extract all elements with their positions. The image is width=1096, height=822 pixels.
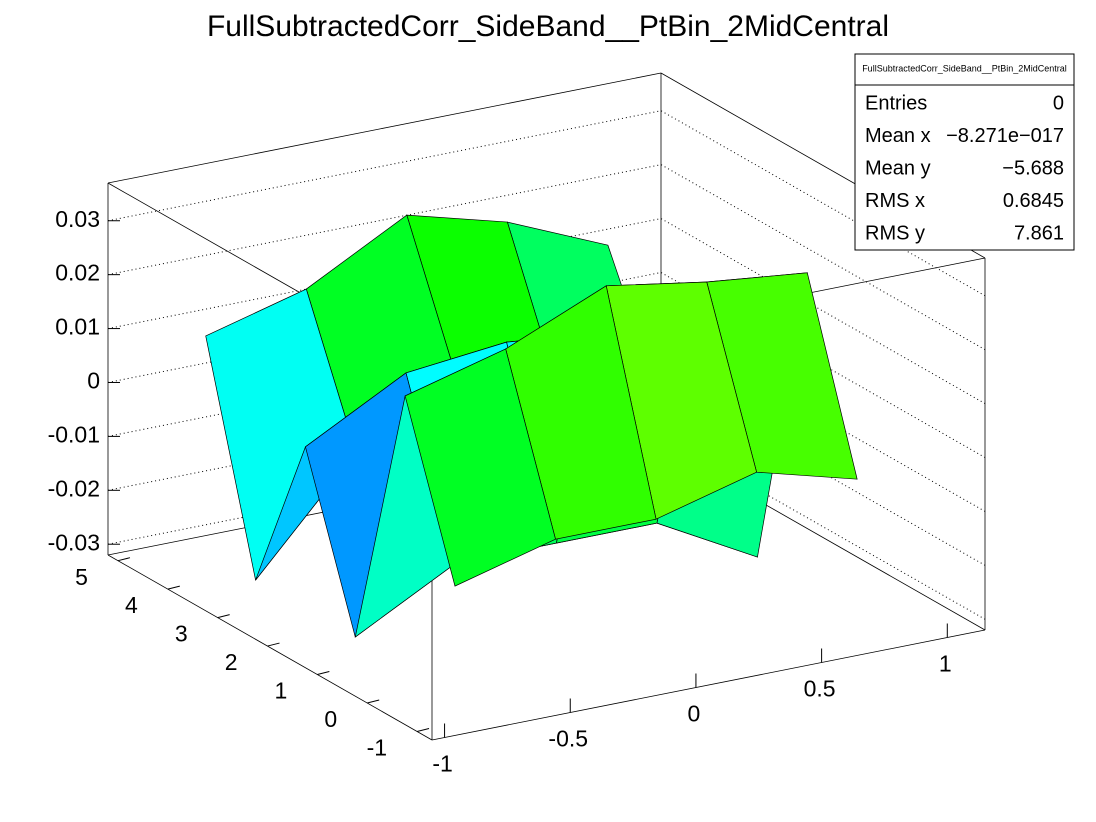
stats-value: 0 <box>1053 92 1064 114</box>
y-tick-label: 3 <box>175 621 188 647</box>
stats-label: Mean y <box>865 157 931 179</box>
stats-value: 7.861 <box>1014 222 1064 244</box>
y-tick-label: 5 <box>75 564 88 590</box>
stats-label: RMS y <box>865 222 925 244</box>
z-tick-label: 0.01 <box>55 314 100 340</box>
y-tick-label: -1 <box>367 735 387 761</box>
y-tick-label: 1 <box>275 678 288 704</box>
z-tick-label: -0.02 <box>48 475 100 501</box>
stats-label: RMS x <box>865 190 925 212</box>
grid-line <box>107 325 986 512</box>
z-tick-label: 0.03 <box>55 206 100 232</box>
y-tick-label: 2 <box>225 649 238 675</box>
y-tick <box>317 671 330 676</box>
x-tick-label: 0.5 <box>804 676 836 702</box>
grid-line <box>107 164 986 351</box>
chart-title: FullSubtractedCorr_SideBand__PtBin_2MidC… <box>207 10 889 43</box>
frame-edge <box>431 629 986 741</box>
x-tick-label: 0 <box>688 701 701 727</box>
stats-label: Entries <box>865 92 927 114</box>
frame-edge <box>107 72 662 184</box>
grid-line <box>107 379 986 566</box>
stats-box <box>854 53 1075 251</box>
y-tick <box>117 557 131 562</box>
stats-label: Mean x <box>865 125 931 147</box>
surface-cell <box>404 348 556 587</box>
grid-line <box>107 271 986 458</box>
y-tick-label: 0 <box>324 706 337 732</box>
grid-line <box>107 218 986 404</box>
grid-line <box>107 433 986 620</box>
y-tick <box>367 699 380 704</box>
x-tick-label: 1 <box>939 651 952 677</box>
y-tick <box>267 642 280 647</box>
stats-value: −8.271e−017 <box>946 125 1064 147</box>
z-tick-label: -0.01 <box>48 421 100 447</box>
stats-value: 0.6845 <box>1003 190 1064 212</box>
z-tick-label: 0 <box>87 368 100 394</box>
y-tick <box>416 727 430 732</box>
x-tick-label: -0.5 <box>548 726 588 752</box>
frame-edge <box>107 554 433 741</box>
stats-value: −5.688 <box>1002 157 1064 179</box>
z-tick-label: 0.02 <box>55 260 100 286</box>
z-tick-label: -0.03 <box>48 529 100 555</box>
x-tick-label: -1 <box>432 751 452 777</box>
stats-title: FullSubtractedCorr_SideBand__PtBin_2MidC… <box>862 63 1067 73</box>
y-tick-label: 4 <box>125 592 138 618</box>
y-tick <box>167 585 180 590</box>
y-tick <box>217 614 230 619</box>
